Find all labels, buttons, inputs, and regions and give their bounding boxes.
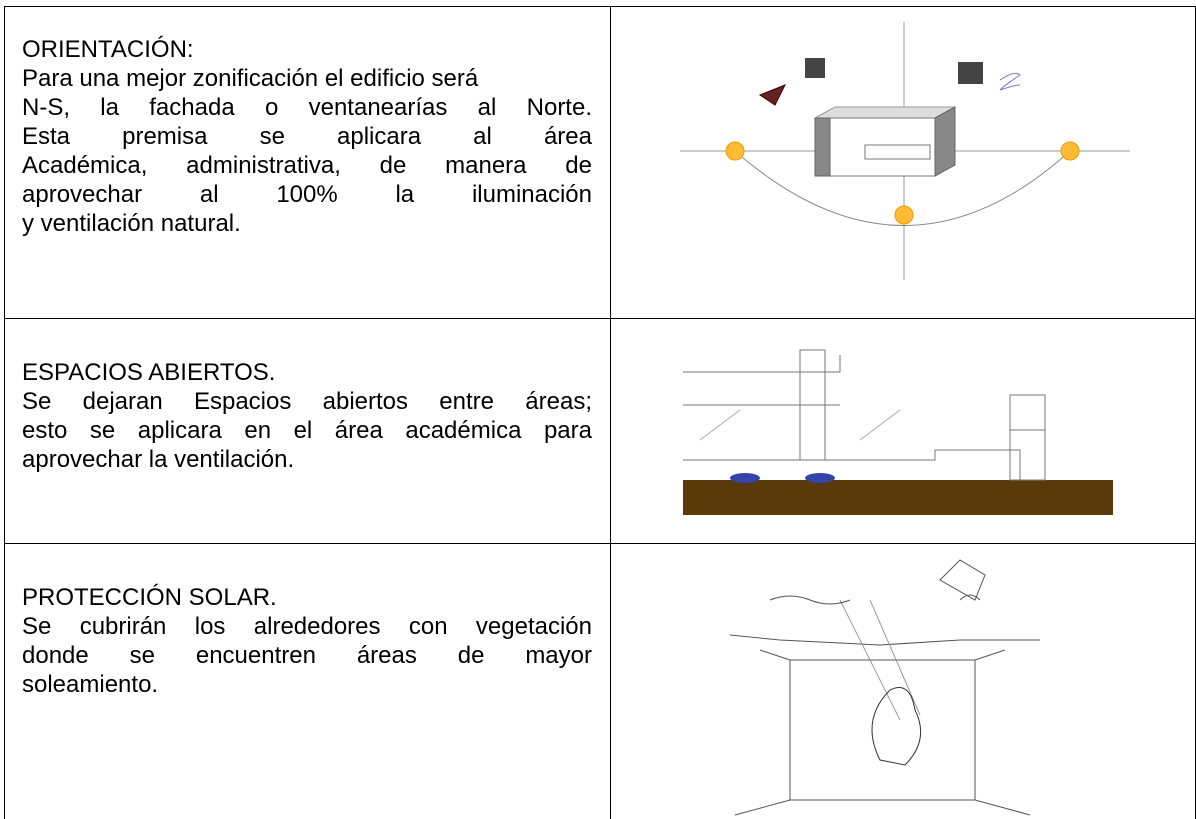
row-heading: ESPACIOS ABIERTOS. — [22, 359, 276, 386]
text-cell: PROTECCIÓN SOLAR. Se cubrirán los alreded… — [22, 583, 592, 699]
body-line: Esta premisa se aplicara al área — [22, 123, 592, 150]
body-line: Se cubrirán los alrededores con vegetaci… — [22, 613, 592, 640]
body-line: soleamiento. — [22, 671, 159, 698]
solar-sketch — [729, 559, 1040, 816]
body-line: Para una mejor zonificación el edificio … — [22, 65, 479, 92]
text-cell: ESPACIOS ABIERTOS. Se dejaran Espacios ab… — [22, 358, 592, 474]
body-line: esto se aplicara en el área académica pa… — [22, 417, 592, 444]
table-border — [4, 6, 5, 819]
row-heading: PROTECCIÓN SOLAR. — [22, 584, 277, 611]
table-border — [610, 6, 611, 819]
body-line: aprovechar la ventilación. — [22, 446, 295, 473]
orientation-diagram — [680, 22, 1130, 280]
table-border — [4, 6, 1196, 7]
body-line: N-S, la fachada o ventanearías al Norte. — [22, 94, 592, 121]
section-drawing — [683, 349, 1113, 515]
row-heading: ORIENTACIÓN: — [22, 36, 194, 63]
table-border — [4, 318, 1196, 319]
body-line: aprovechar al 100% la iluminación — [22, 181, 592, 208]
body-line: y ventilación natural. — [22, 210, 241, 237]
text-cell: ORIENTACIÓN: Para una mejor zonificación … — [22, 35, 592, 238]
body-line: Se dejaran Espacios abiertos entre áreas… — [22, 388, 592, 415]
body-line: Académica, administrativa, de manera de — [22, 152, 592, 179]
table-border — [4, 543, 1196, 544]
body-line: donde se encuentren áreas de mayor — [22, 642, 592, 669]
